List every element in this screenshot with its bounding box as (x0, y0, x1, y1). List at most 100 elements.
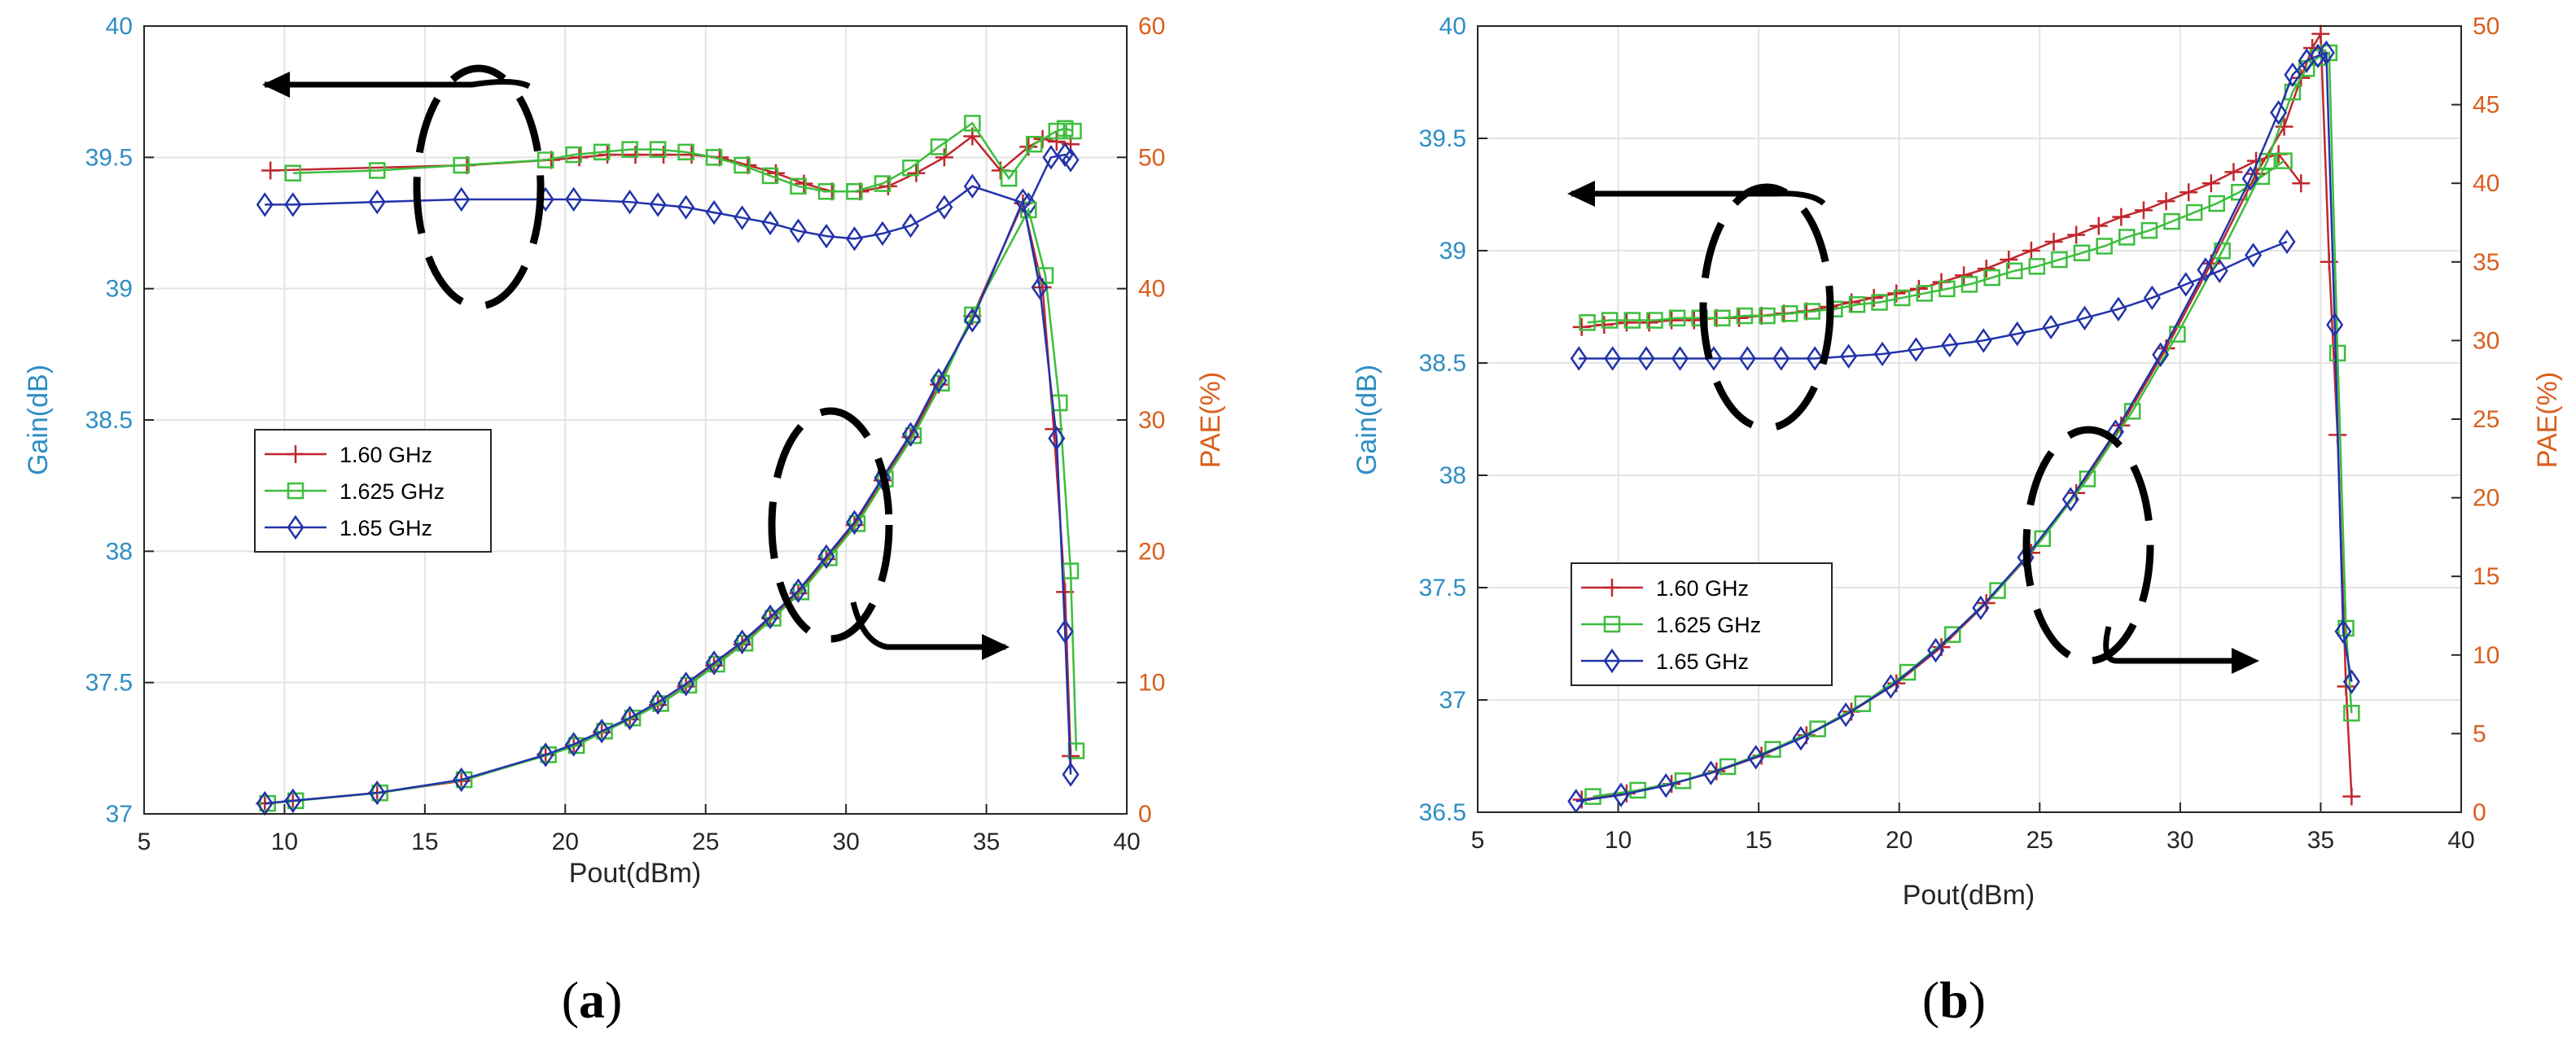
legend-a: 1.60 GHz 1.625 GHz 1.65 GHz (254, 429, 492, 553)
data-point-marker (2270, 100, 2288, 125)
data-point-marker (654, 146, 672, 164)
data-point-marker (1893, 289, 1911, 307)
data-point-marker (1960, 276, 1978, 293)
data-point-marker (2342, 787, 2361, 806)
data-point-marker (2197, 257, 2215, 282)
data-point-marker (2152, 342, 2170, 367)
arrow-left-gain-a (265, 78, 531, 90)
data-point-marker (1637, 346, 1655, 371)
data-point-marker (1882, 674, 1899, 699)
data-point-marker (2118, 229, 2136, 246)
arrow-left-gain-b (1571, 190, 1826, 206)
data-point-marker (1781, 305, 1798, 322)
data-point-marker (2275, 117, 2293, 136)
data-point-marker (1941, 332, 1959, 358)
y-axis-label-left-b: Gain(dB) (1352, 365, 1382, 475)
y-right-tick-label: 15 (2473, 563, 2499, 590)
data-point-marker (2309, 43, 2327, 68)
data-point-marker (2140, 221, 2158, 239)
panel-caption-b: (b) (1922, 971, 1986, 1029)
x-tick-label: 5 (1471, 827, 1485, 854)
y-right-tick-label: 5 (2473, 720, 2486, 747)
data-point-marker (677, 143, 694, 161)
data-point-marker (1014, 188, 1032, 213)
data-point-marker (261, 161, 280, 180)
x-tick-label: 20 (552, 829, 579, 855)
data-point-marker (705, 199, 723, 225)
data-point-marker (2109, 296, 2127, 321)
data-point-marker (2278, 229, 2296, 255)
data-point-marker (935, 148, 953, 167)
data-point-marker (1048, 122, 1066, 140)
data-point-marker (1674, 772, 1692, 789)
data-point-marker (1873, 341, 1891, 367)
series-line (1579, 240, 2288, 360)
data-point-marker (2143, 285, 2161, 311)
data-point-marker (2134, 201, 2153, 220)
data-point-marker (874, 175, 892, 192)
series-line (1575, 51, 2353, 802)
data-point-marker (2342, 669, 2360, 694)
data-point-marker (1977, 260, 1996, 278)
legend-label: 1.60 GHz (1656, 576, 1749, 601)
data-point-marker (2284, 62, 2302, 88)
data-point-marker (1671, 346, 1689, 371)
data-point-marker (963, 173, 981, 199)
data-point-marker (935, 195, 953, 220)
x-tick-label: 40 (1113, 829, 1140, 855)
data-point-marker (1989, 582, 2006, 599)
data-point-marker (284, 192, 302, 217)
data-point-marker (598, 146, 617, 164)
data-point-marker (453, 186, 471, 212)
arrowhead-right-pae-a (982, 634, 1010, 660)
legend-entry: 1.60 GHz (1581, 576, 1749, 601)
y-left-tick-label: 39.5 (1419, 125, 1466, 152)
data-point-marker (570, 148, 589, 167)
y-left-tick-label: 37 (106, 801, 133, 828)
data-point-marker (734, 629, 751, 654)
data-point-marker (1056, 120, 1074, 138)
data-point-marker (1871, 294, 1888, 311)
y-left-tick-label: 38 (106, 538, 133, 565)
data-point-marker (1944, 626, 1961, 643)
y-axis-label-left-a: Gain(dB) (23, 365, 54, 475)
data-point-marker (795, 174, 813, 193)
data-point-marker (817, 544, 835, 569)
data-point-marker (2112, 416, 2131, 435)
data-point-marker (2022, 242, 2040, 260)
legend-marker (1603, 648, 1621, 674)
y-right-tick-label: 40 (2473, 170, 2499, 197)
y-left-tick-label: 37.5 (1419, 575, 1466, 601)
data-point-marker (621, 189, 639, 215)
y-right-tick-label: 45 (2473, 92, 2499, 119)
data-point-marker (368, 189, 386, 215)
y-right-tick-label: 0 (1138, 801, 1152, 828)
legend-marker (287, 445, 304, 463)
data-point-marker (1747, 745, 1765, 770)
data-point-marker (2328, 344, 2346, 362)
annotation-pae-b (2022, 426, 2259, 674)
data-point-marker (537, 151, 554, 168)
x-tick-label: 35 (973, 829, 1000, 855)
y-right-tick-label: 50 (1138, 144, 1165, 171)
data-point-marker (1065, 122, 1082, 140)
legend-entry: 1.625 GHz (1581, 613, 1761, 637)
series-line (265, 197, 1072, 805)
x-axis-label-b: Pout(dBm) (1903, 880, 2035, 911)
x-tick-label: 5 (138, 829, 151, 855)
x-tick-label: 10 (271, 829, 298, 855)
y-right-tick-label: 30 (2473, 327, 2499, 354)
data-point-marker (593, 143, 611, 161)
x-tick-label: 15 (1745, 827, 1772, 854)
x-tick-label: 30 (2166, 827, 2193, 854)
data-point-marker (1612, 782, 1630, 807)
y-left-tick-label: 38 (1439, 462, 1466, 489)
data-point-marker (1045, 420, 1063, 439)
data-point-marker (1738, 346, 1756, 371)
arrowhead-left-gain-a (262, 72, 290, 98)
data-point-marker (705, 650, 723, 676)
data-point-marker (1899, 663, 1917, 681)
series-group-a (256, 115, 1085, 816)
data-point-marker (789, 578, 808, 603)
